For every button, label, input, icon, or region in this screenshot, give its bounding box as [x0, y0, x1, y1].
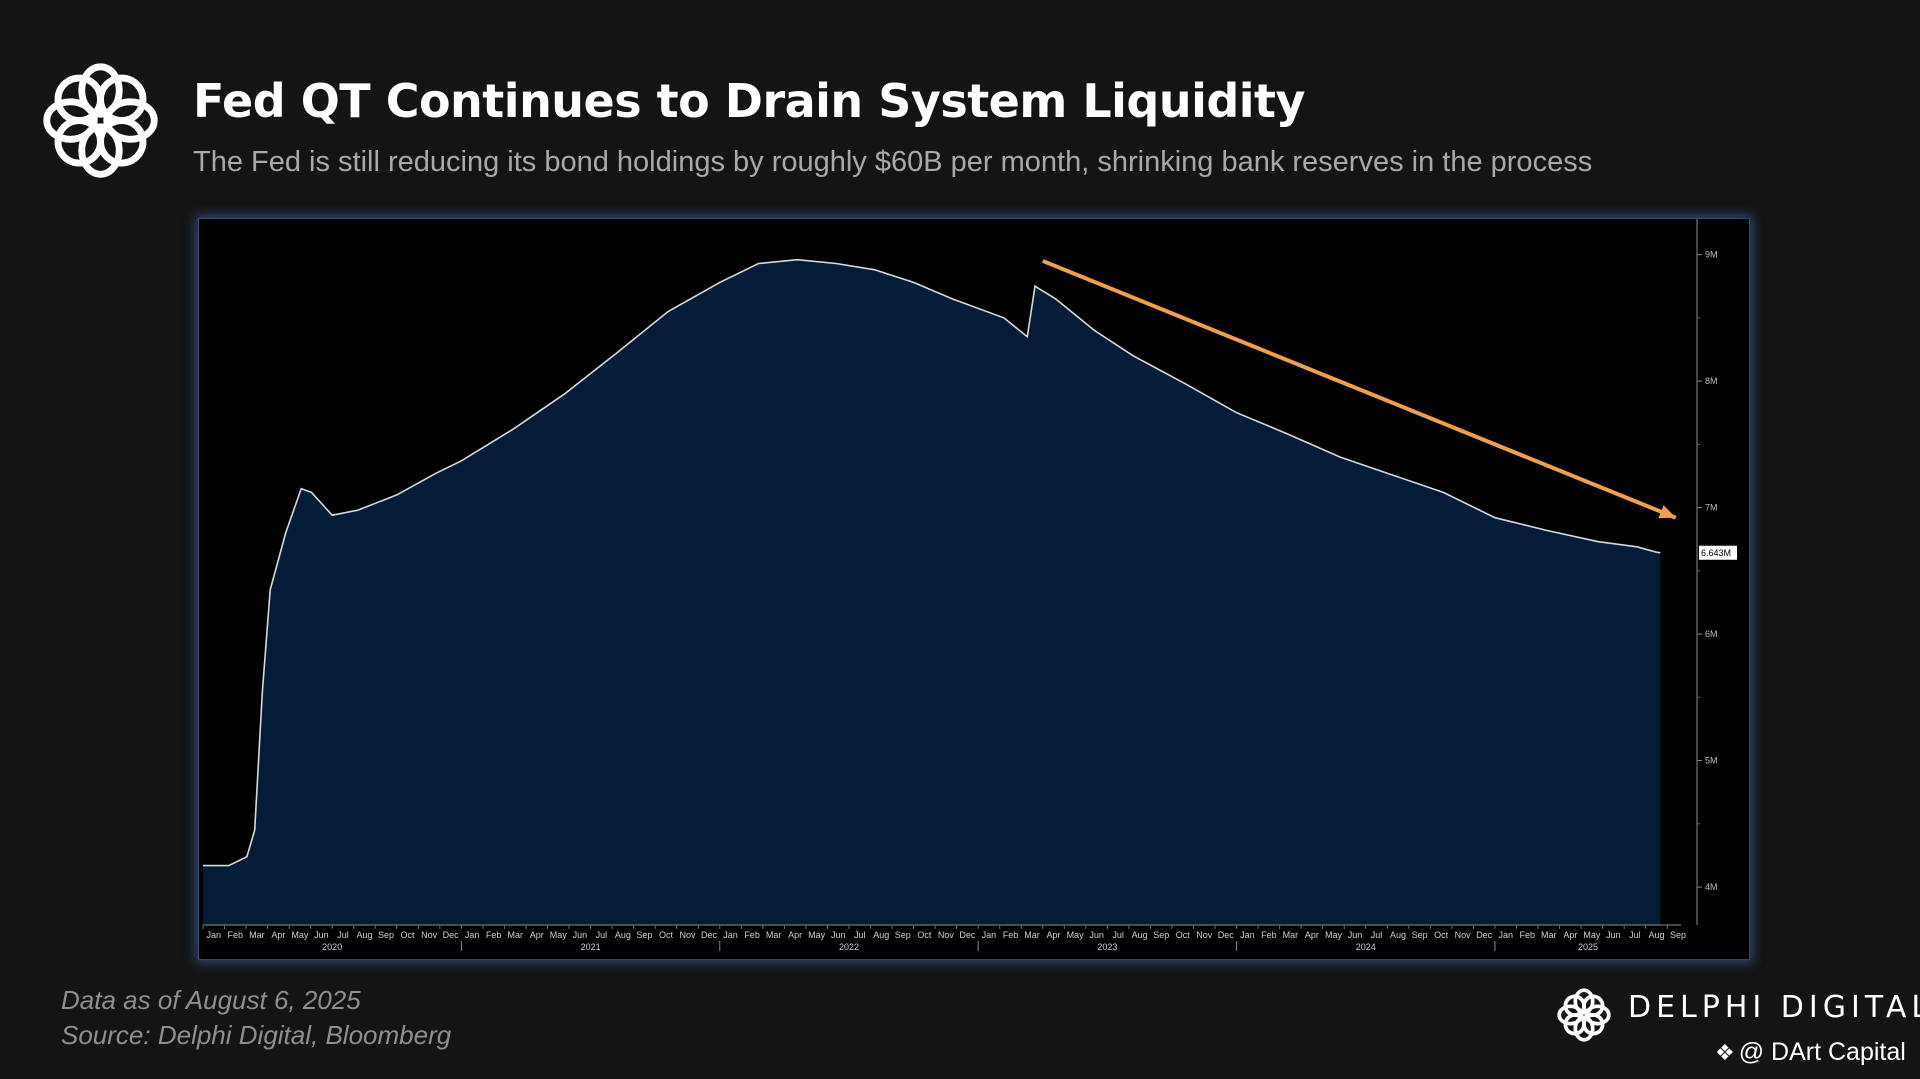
x-month-label: Sep: [378, 930, 394, 940]
x-month-label: Sep: [1412, 930, 1428, 940]
x-month-label: Oct: [1434, 930, 1449, 940]
data-date-note: Data as of August 6, 2025: [61, 985, 361, 1015]
x-month-label: Nov: [679, 930, 696, 940]
x-year-label: 2022: [839, 942, 859, 952]
x-month-label: Jun: [1089, 930, 1104, 940]
delphi-brand-icon: [1557, 988, 1611, 1042]
x-month-label: Aug: [356, 930, 372, 940]
x-month-label: Dec: [959, 930, 976, 940]
delphi-logo-icon: [43, 63, 158, 178]
x-month-label: May: [1067, 930, 1085, 940]
y-tick-label: 4M: [1705, 882, 1718, 892]
x-month-label: Jul: [854, 930, 866, 940]
page-subtitle: The Fed is still reducing its bond holdi…: [193, 146, 1593, 178]
x-month-label: Oct: [659, 930, 674, 940]
y-tick-label: 5M: [1705, 756, 1718, 766]
x-month-label: Oct: [401, 930, 416, 940]
x-month-label: Apr: [788, 930, 802, 940]
trend-arrow-line: [1042, 259, 1677, 520]
x-month-label: Sep: [1670, 930, 1686, 940]
x-month-label: Dec: [1218, 930, 1235, 940]
x-month-label: Jul: [1371, 930, 1383, 940]
x-month-label: Jan: [207, 930, 222, 940]
x-month-label: Aug: [615, 930, 631, 940]
page-title: Fed QT Continues to Drain System Liquidi…: [193, 74, 1306, 128]
x-month-label: Jan: [465, 930, 480, 940]
x-month-label: Apr: [1305, 930, 1319, 940]
x-month-label: Aug: [1390, 930, 1406, 940]
x-month-label: Jul: [1629, 930, 1641, 940]
x-month-label: Mar: [1541, 930, 1557, 940]
x-month-label: Jun: [1606, 930, 1621, 940]
x-month-label: May: [1325, 930, 1343, 940]
x-month-label: Feb: [486, 930, 502, 940]
y-tick-label: 6M: [1705, 629, 1718, 639]
x-month-label: May: [1583, 930, 1601, 940]
reserves-area-chart: 4M 5M 6M 7M 8M 9M 6.643M Jan Feb Mar Apr May Jun Jul A…: [202, 219, 1737, 952]
x-month-label: Jan: [982, 930, 997, 940]
x-month-label: Mar: [249, 930, 265, 940]
x-month-label: Oct: [1176, 930, 1191, 940]
last-value-box: [1699, 545, 1737, 560]
x-month-label: Jan: [1240, 930, 1255, 940]
x-month-label: Jun: [573, 930, 588, 940]
x-month-label: Dec: [1476, 930, 1493, 940]
x-year-label: 2023: [1097, 942, 1117, 952]
x-year-label: 2025: [1578, 942, 1598, 952]
x-month-label: Mar: [507, 930, 523, 940]
x-year-label: 2020: [322, 942, 342, 952]
area-fill: [203, 259, 1661, 925]
x-month-label: Oct: [917, 930, 932, 940]
series-line: [203, 258, 1661, 867]
x-month-label: Mar: [1283, 930, 1299, 940]
watermark-text: @ DArt Capital: [1738, 1038, 1906, 1066]
x-month-label: Feb: [1003, 930, 1019, 940]
x-month-label: Apr: [1047, 930, 1061, 940]
x-year-label: 2021: [581, 942, 601, 952]
x-month-label: Mar: [766, 930, 782, 940]
x-month-label: Jan: [723, 930, 738, 940]
x-month-label: Jul: [1112, 930, 1124, 940]
x-month-label: Nov: [1196, 930, 1213, 940]
x-month-label: Sep: [895, 930, 911, 940]
x-month-label: Feb: [228, 930, 244, 940]
x-month-label: Jul: [596, 930, 608, 940]
source-note: Source: Delphi Digital, Bloomberg: [61, 1020, 452, 1050]
x-month-label: Jan: [1498, 930, 1513, 940]
trend-arrow-head: [1658, 505, 1676, 519]
x-month-label: Nov: [938, 930, 955, 940]
y-tick-label: 9M: [1705, 250, 1718, 260]
diamond-logo-icon: ❖: [1715, 1040, 1735, 1065]
x-month-label: Apr: [271, 930, 285, 940]
x-month-label: Dec: [701, 930, 718, 940]
x-month-label: Aug: [873, 930, 889, 940]
x-month-label: Nov: [1455, 930, 1472, 940]
x-month-label: May: [291, 930, 309, 940]
x-month-label: Jun: [314, 930, 329, 940]
x-month-label: Aug: [1132, 930, 1148, 940]
x-month-label: Feb: [744, 930, 760, 940]
y-tick-label: 8M: [1705, 376, 1718, 386]
x-month-label: May: [550, 930, 568, 940]
x-month-label: Jun: [1348, 930, 1363, 940]
x-month-label: May: [808, 930, 826, 940]
x-month-label: Sep: [1153, 930, 1169, 940]
x-month-label: Nov: [421, 930, 438, 940]
x-month-label: Sep: [636, 930, 652, 940]
x-month-label: Feb: [1519, 930, 1535, 940]
x-year-label: 2024: [1356, 942, 1376, 952]
x-month-label: Jul: [337, 930, 349, 940]
chart-panel: 4M 5M 6M 7M 8M 9M 6.643M Jan Feb Mar Apr May Jun Jul A…: [198, 218, 1750, 960]
y-tick-label: 7M: [1705, 503, 1718, 513]
last-value-label: 6.643M: [1701, 548, 1731, 558]
x-month-label: Apr: [1563, 930, 1577, 940]
brand-name: DELPHI DIGITAL: [1628, 990, 1920, 1025]
watermark: ❖ @ DArt Capital: [1715, 1038, 1906, 1067]
x-month-label: Jun: [831, 930, 846, 940]
x-month-label: Dec: [443, 930, 460, 940]
x-month-label: Apr: [530, 930, 544, 940]
x-month-label: Aug: [1648, 930, 1664, 940]
x-month-label: Mar: [1024, 930, 1040, 940]
x-month-label: Feb: [1261, 930, 1277, 940]
